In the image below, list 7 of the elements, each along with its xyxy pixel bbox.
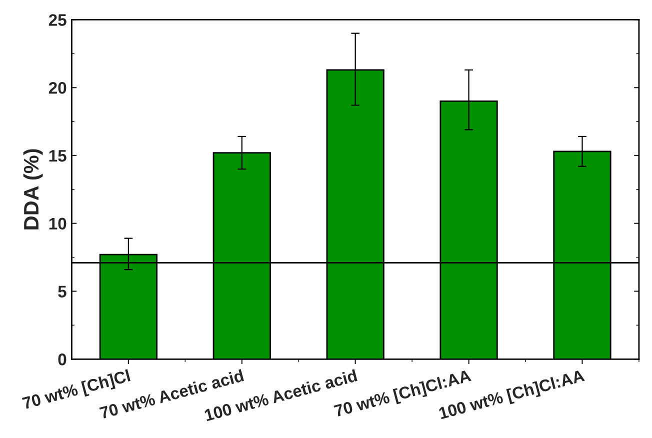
y-tick-label: 25: [48, 14, 66, 26]
y-tick-label: 20: [48, 82, 66, 94]
y-tick-label: 10: [49, 218, 66, 230]
y-tick-label: 5: [58, 286, 66, 298]
y-tick-label: 0: [58, 354, 66, 366]
y-axis-title: DDA (%): [23, 149, 43, 230]
y-tick-label: 15: [49, 150, 66, 162]
